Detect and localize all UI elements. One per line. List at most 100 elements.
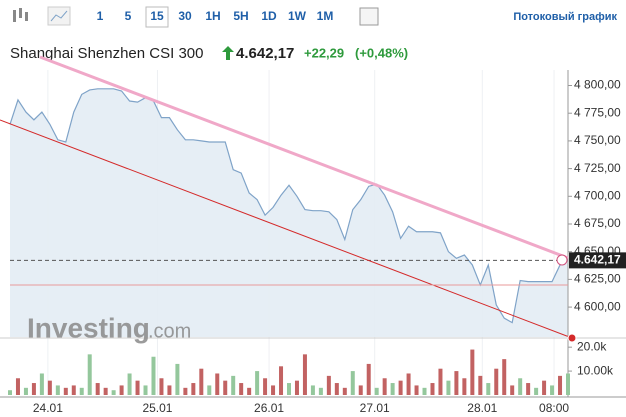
volume-bar (119, 385, 124, 395)
plot: 24.01 25.01 26.01 27.01 28.01 08:00 4 600,00 4 … (0, 70, 626, 415)
volume-bar (526, 383, 531, 395)
volume-bar (518, 378, 523, 395)
volume-bar (95, 383, 100, 395)
volume-tick-label: 20.0k (577, 339, 607, 353)
volume-bar (558, 375, 563, 395)
quote-change: +22,29 (304, 45, 344, 60)
quote-name: Shanghai Shenzhen CSI 300 (10, 45, 203, 62)
x-tick-label: 24.01 (33, 401, 63, 415)
volume-bar (494, 368, 499, 395)
volume-bar (446, 380, 451, 395)
timeframe[interactable]: 5H (233, 9, 248, 23)
volume-bar (8, 390, 12, 395)
toolbar (0, 0, 626, 34)
volume-bar (334, 383, 339, 395)
volume-bar (239, 383, 244, 395)
volume-bar (167, 385, 172, 395)
volume-bar (135, 380, 140, 395)
volume-bar (255, 371, 260, 395)
timeframe[interactable]: 1M (317, 9, 334, 23)
volume-bar (486, 383, 491, 395)
volume-bar (374, 387, 379, 395)
volume-bar (159, 378, 164, 395)
up-arrow (222, 46, 234, 60)
volume-bar (430, 383, 435, 395)
volume-bar (63, 387, 68, 395)
volume-bar (23, 387, 28, 395)
volume-bar (406, 373, 411, 395)
volume-bar (478, 375, 483, 395)
trend-line[interactable] (39, 55, 569, 260)
y-tick-label: 4 600,00 (574, 299, 621, 313)
area-fill (10, 88, 568, 338)
volume-bar (151, 356, 156, 395)
trend-handle[interactable] (556, 254, 568, 266)
timeframe[interactable]: 1D (261, 9, 277, 23)
volume-bar (534, 387, 539, 395)
volume-bar (550, 385, 555, 395)
volume-bar (223, 380, 228, 395)
trend-handle[interactable] (567, 333, 577, 343)
volume-bar (398, 380, 403, 395)
stream-link[interactable]: Потоковый график (513, 11, 617, 23)
timeframe[interactable]: 5 (125, 9, 132, 23)
volume-bar (366, 363, 371, 395)
active-timeframe-box (145, 6, 169, 28)
volume-bar (390, 383, 395, 395)
volume-bar (71, 385, 76, 395)
volume-bar (294, 380, 299, 395)
volume-bar (31, 383, 36, 395)
table-icon[interactable] (359, 7, 379, 26)
volume-bar (79, 387, 84, 395)
volume-bar (55, 385, 60, 395)
volume-bar (15, 378, 20, 395)
timeframe[interactable]: 1W (288, 9, 307, 23)
y-tick-label: 4 725,00 (574, 161, 621, 175)
volume-bar (542, 380, 547, 395)
area-icon[interactable] (47, 6, 71, 26)
x-tick-label: 28.01 (467, 401, 497, 415)
volume-bar (502, 359, 507, 395)
last-price-label: 4.642,17 (574, 253, 621, 267)
volume-bar (470, 349, 475, 395)
trend-line[interactable] (0, 119, 573, 339)
volume-bar (207, 385, 212, 395)
volume-bar (231, 375, 236, 395)
volume-bar (215, 373, 220, 395)
volume-bar (302, 354, 307, 395)
volume-bar (310, 385, 315, 395)
y-tick-label: 4 675,00 (574, 216, 621, 230)
volume-bar (247, 387, 252, 395)
timeframe[interactable]: 30 (178, 9, 192, 23)
volume-bar (111, 390, 116, 395)
volume-bar (263, 378, 268, 395)
volume-bar (318, 387, 323, 395)
x-tick-label: 27.01 (360, 401, 390, 415)
volume-bar (199, 368, 204, 395)
volume-bar (342, 387, 347, 395)
x-tick-label: 26.01 (254, 401, 284, 415)
volume-bar (47, 380, 52, 395)
y-tick-label: 4 800,00 (574, 78, 621, 92)
x-tick-label: 25.01 (142, 401, 172, 415)
volume-bar (382, 378, 387, 395)
volume-bar (191, 383, 196, 395)
y-tick-label: 4 625,00 (574, 272, 621, 286)
volume-bar (326, 375, 331, 395)
volume-bar (358, 385, 363, 395)
timeframe[interactable]: 1 (97, 9, 104, 23)
volume-bar (462, 378, 467, 395)
volume-bar (438, 368, 443, 395)
timeframe[interactable]: 1H (205, 9, 220, 23)
volume-bar (566, 373, 570, 395)
y-tick-label: 4 750,00 (574, 133, 621, 147)
candles-icon[interactable] (13, 8, 28, 22)
volume-bar (510, 385, 515, 395)
watermark-brand: Investing (27, 312, 150, 343)
volume-bar (454, 371, 459, 395)
timeframe[interactable]: 15 (150, 9, 164, 23)
volume-bar (127, 373, 132, 395)
volume-bar (175, 363, 180, 395)
